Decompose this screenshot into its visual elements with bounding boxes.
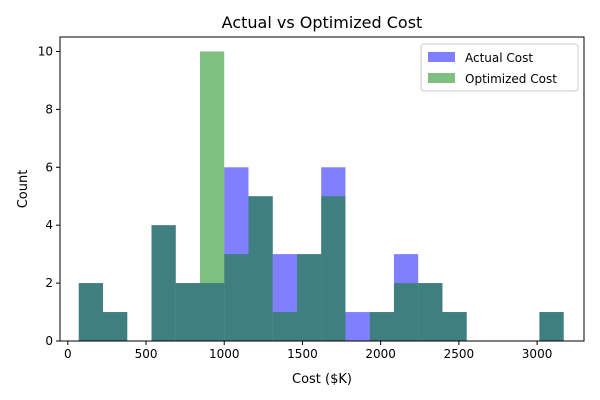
legend: Actual Cost Optimized Cost (420, 43, 579, 92)
x-tick-label: 500 (135, 347, 158, 361)
legend-label-optimized-cost: Optimized Cost (465, 72, 557, 86)
y-tick-label: 8 (45, 102, 53, 116)
y-tick-label: 6 (45, 160, 53, 174)
x-tick-label: 1500 (287, 347, 318, 361)
optimized-cost-bar (272, 312, 297, 341)
y-tick-label: 10 (38, 44, 53, 58)
bars-group (78, 51, 564, 341)
x-tick-label: 3000 (522, 347, 553, 361)
x-axis-label: Cost ($K) (292, 372, 352, 387)
optimized-cost-bar (369, 312, 394, 341)
optimized-cost-bar (296, 254, 322, 341)
x-tick-label: 2500 (444, 347, 475, 361)
optimized-cost-bar (539, 312, 564, 341)
optimized-cost-bar (175, 283, 200, 341)
plot-frame (59, 36, 585, 342)
y-tick-label: 4 (45, 218, 53, 232)
y-tick-label: 0 (45, 334, 53, 348)
x-tick-label: 2000 (365, 347, 396, 361)
optimized-cost-bar (321, 196, 346, 341)
optimized-cost-bar (418, 283, 443, 341)
chart-title: Actual vs Optimized Cost (222, 13, 423, 32)
optimized-cost-bar (248, 196, 273, 341)
legend-swatch-optimized-cost (428, 73, 455, 83)
legend-swatch-actual-cost (428, 52, 455, 62)
actual-cost-bar (345, 312, 370, 341)
y-tick-label: 2 (45, 276, 53, 290)
x-axis: 0 500 1000 1500 2000 2500 3000 (64, 341, 552, 361)
x-tick-label: 0 (64, 347, 72, 361)
x-tick-label: 1000 (209, 347, 240, 361)
optimized-cost-bar (442, 312, 467, 341)
optimized-cost-bar (199, 51, 225, 341)
legend-box (420, 43, 579, 92)
optimized-cost-bar (224, 254, 249, 341)
y-axis-label: Count (16, 170, 31, 209)
optimized-cost-bar (78, 283, 104, 341)
legend-label-actual-cost: Actual Cost (465, 51, 533, 65)
optimized-cost-bar (151, 225, 176, 341)
y-axis: 0 2 4 6 8 10 (38, 44, 60, 348)
optimized-cost-bar (103, 312, 128, 341)
optimized-cost-bar (393, 283, 419, 341)
